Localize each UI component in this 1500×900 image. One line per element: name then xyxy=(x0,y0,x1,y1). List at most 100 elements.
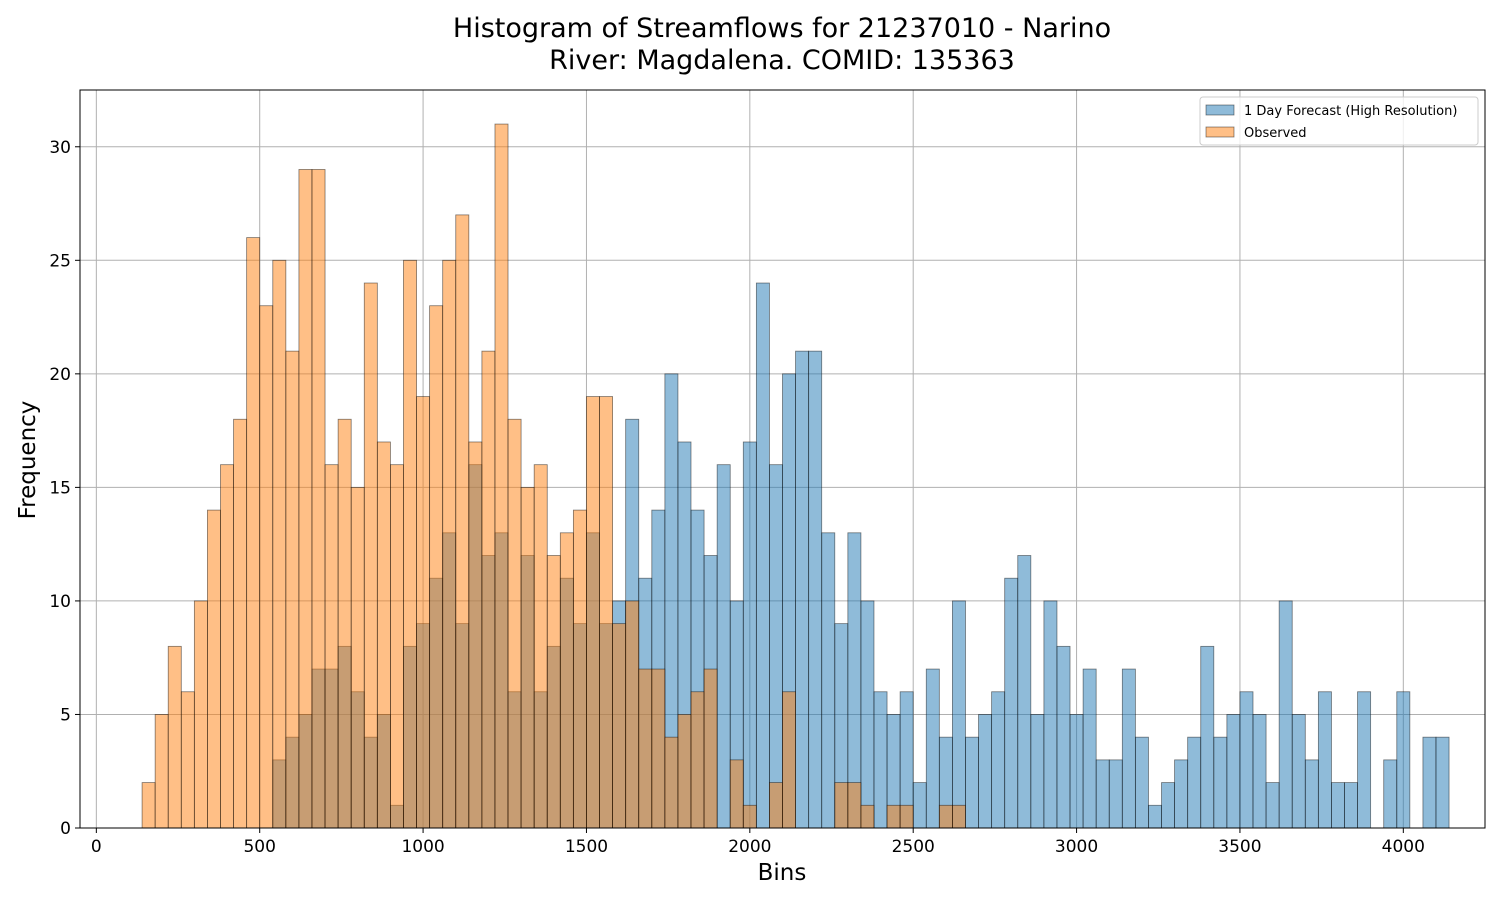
histogram-bar xyxy=(690,691,705,829)
histogram-bar xyxy=(167,645,182,829)
histogram-bar xyxy=(1331,782,1345,829)
histogram-bar xyxy=(755,282,770,829)
axes: 0 500 1000 1500 2000 2500 3000 3500 4000 0 5 10 15 20… xyxy=(49,89,1486,857)
histogram-bar xyxy=(1095,759,1110,829)
histogram-bar xyxy=(938,804,953,829)
histogram-bar xyxy=(1213,736,1228,829)
histogram-bar xyxy=(481,350,496,829)
x-tick-label: 1000 xyxy=(401,837,444,857)
histogram-bar xyxy=(703,668,718,829)
histogram-bar xyxy=(193,600,208,829)
histogram-bar xyxy=(507,418,522,829)
x-tick-label: 4000 xyxy=(1382,837,1425,857)
histogram-bar xyxy=(912,782,927,829)
histogram-bar xyxy=(612,623,627,829)
histogram-bar xyxy=(468,441,483,829)
legend-label: 1 Day Forecast (High Resolution) xyxy=(1244,104,1457,119)
histogram-bar xyxy=(1396,691,1411,829)
chart-title-line1: Histogram of Streamflows for 21237010 - … xyxy=(453,13,1111,44)
histogram-bar xyxy=(390,464,404,829)
histogram-bar xyxy=(403,259,417,829)
histogram-bar xyxy=(1030,714,1045,829)
x-tick-label: 3500 xyxy=(1218,837,1261,857)
histogram-bar xyxy=(1187,736,1202,829)
y-tick-label: 15 xyxy=(49,478,71,498)
histogram-bar xyxy=(978,714,993,829)
y-tick-label: 25 xyxy=(49,251,71,271)
histogram-bar xyxy=(860,600,875,829)
histogram-bar xyxy=(886,804,901,829)
histogram-bar xyxy=(337,418,352,829)
y-tick-label: 0 xyxy=(60,819,71,839)
histogram-bar xyxy=(1226,714,1241,829)
histogram-bar xyxy=(1252,714,1267,829)
histogram-bar xyxy=(847,782,862,829)
histogram-bar xyxy=(651,668,666,829)
histogram-bar xyxy=(782,691,796,829)
histogram-bar xyxy=(376,441,391,829)
histogram-bar xyxy=(1383,759,1398,829)
histogram-bar xyxy=(1200,645,1215,829)
histogram-bar xyxy=(1108,759,1123,829)
y-tick-label: 30 xyxy=(49,138,71,158)
histogram-bar xyxy=(1134,736,1149,829)
histogram-bar xyxy=(533,464,548,829)
histogram-bar xyxy=(742,441,757,829)
histogram-bar xyxy=(769,464,783,829)
histogram-bar xyxy=(1239,691,1254,829)
histogram-bar xyxy=(259,305,274,829)
histogram-bar xyxy=(1422,736,1437,829)
histogram-bar xyxy=(873,691,888,829)
y-tick-label: 20 xyxy=(49,365,71,385)
histogram-bar xyxy=(586,396,600,829)
chart-title-line2: River: Magdalena. COMID: 135363 xyxy=(549,45,1015,76)
legend: 1 Day Forecast (High Resolution) Observed xyxy=(1199,96,1479,146)
y-tick-label: 10 xyxy=(49,592,71,612)
series-2-bars xyxy=(141,123,966,829)
histogram-bar xyxy=(1304,759,1319,829)
histogram-bar xyxy=(1344,782,1358,829)
x-tick-label: 2500 xyxy=(892,837,935,857)
histogram-bar xyxy=(1121,668,1136,829)
histogram-bars xyxy=(141,123,1450,829)
legend-swatch xyxy=(1205,126,1235,138)
histogram-bar xyxy=(233,418,248,829)
histogram-bar xyxy=(795,350,810,829)
histogram-bar xyxy=(599,396,613,829)
histogram-bar xyxy=(1017,555,1032,829)
histogram-bar xyxy=(324,464,339,829)
histogram-bar xyxy=(1174,759,1189,829)
histogram-bar xyxy=(442,259,457,829)
legend-swatch xyxy=(1205,104,1235,116)
histogram-bar xyxy=(834,782,849,829)
histogram-bar xyxy=(991,691,1006,829)
histogram-bar xyxy=(1161,782,1175,829)
histogram-bar xyxy=(311,169,326,829)
histogram-bar xyxy=(1056,645,1071,829)
histogram-bar xyxy=(429,305,444,829)
histogram-bar xyxy=(246,237,261,829)
histogram-bar xyxy=(572,509,587,829)
histogram-bar xyxy=(1317,691,1332,829)
histogram-bar xyxy=(1082,668,1097,829)
histogram-bar xyxy=(742,804,757,829)
histogram-bar xyxy=(625,600,640,829)
x-tick-label: 2000 xyxy=(728,837,771,857)
histogram-bar xyxy=(638,668,653,829)
x-tick-label: 500 xyxy=(243,837,275,857)
x-tick-label: 3000 xyxy=(1055,837,1098,857)
histogram-bar xyxy=(416,396,431,829)
histogram-bar xyxy=(520,486,535,829)
histogram-bar xyxy=(1148,804,1162,829)
histogram-bar xyxy=(808,350,823,829)
histogram-bar xyxy=(180,691,195,829)
histogram-bar xyxy=(1357,691,1372,829)
histogram-bar xyxy=(769,782,783,829)
histogram-bar xyxy=(716,464,731,829)
histogram-bar xyxy=(350,486,365,829)
histogram-bar xyxy=(1435,736,1450,829)
x-axis-label: Bins xyxy=(758,860,807,886)
histogram-bar xyxy=(1004,577,1019,829)
histogram-bar xyxy=(1265,782,1280,829)
